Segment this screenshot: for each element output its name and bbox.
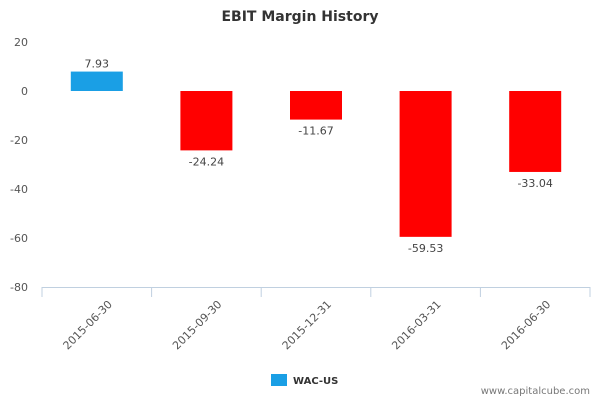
data-label-2015-12-31: -11.67 — [298, 125, 333, 138]
credit-text: www.capitalcube.com — [481, 386, 590, 397]
y-tick-label: -40 — [10, 183, 28, 196]
bar-2015-06-30[interactable] — [70, 71, 123, 91]
x-tick-label-2015-09-30: 2015-09-30 — [170, 298, 224, 352]
legend[interactable]: WAC-US — [271, 374, 338, 387]
x-axis: 2015-06-30 2015-09-30 2015-12-31 2016-03-31… — [41, 287, 591, 352]
y-tick-label: -80 — [10, 281, 28, 294]
bar-2016-03-31[interactable] — [399, 91, 452, 237]
bar-2015-09-30[interactable] — [180, 91, 233, 151]
y-axis: 20 0 -20 -40 -60 -80 — [10, 36, 28, 294]
legend-label-wac-us[interactable]: WAC-US — [293, 376, 338, 387]
data-label-2015-09-30: -24.24 — [189, 155, 224, 168]
x-tick-label-2015-12-31: 2015-12-31 — [280, 298, 334, 352]
data-label-2016-06-30: -33.04 — [517, 177, 552, 190]
y-tick-label: -20 — [10, 134, 28, 147]
x-tick-label-2016-03-31: 2016-03-31 — [389, 298, 443, 352]
bar-2015-12-31[interactable] — [290, 91, 342, 120]
y-tick-label: -60 — [10, 232, 28, 245]
legend-swatch-wac-us[interactable] — [271, 374, 287, 386]
data-labels: 7.93 -24.24 -11.67 -59.53 -33.04 — [85, 58, 553, 255]
x-tick-label-2016-06-30: 2016-06-30 — [499, 298, 553, 352]
data-label-2015-06-30: 7.93 — [85, 58, 110, 71]
y-tick-label: 0 — [21, 85, 28, 98]
data-label-2016-03-31: -59.53 — [408, 242, 443, 255]
x-tick-label-2015-06-30: 2015-06-30 — [61, 298, 115, 352]
bar-2016-06-30[interactable] — [509, 91, 562, 172]
bar-series-wac-us — [70, 71, 562, 237]
y-tick-label: 20 — [14, 36, 28, 49]
chart-title: EBIT Margin History — [221, 9, 378, 25]
